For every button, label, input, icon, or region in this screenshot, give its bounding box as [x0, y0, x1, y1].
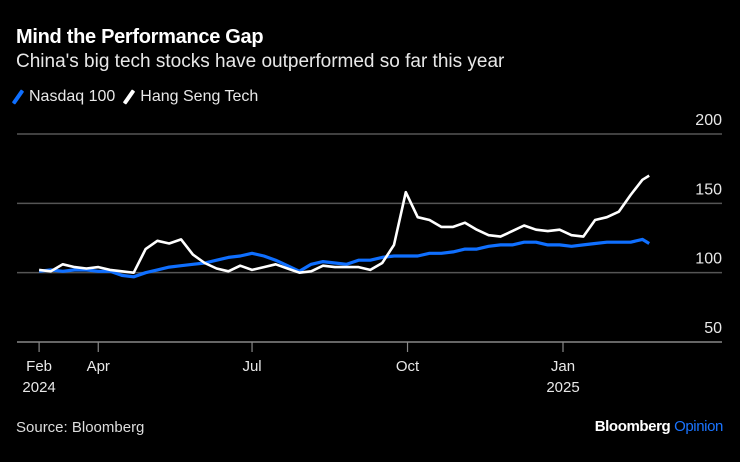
chart-title: Mind the Performance Gap: [16, 26, 264, 48]
legend-label: Nasdaq 100: [29, 88, 116, 105]
x-tick-label: Feb: [26, 358, 52, 375]
legend-item-nasdaq: Nasdaq 100: [11, 88, 116, 106]
x-tick-label: Apr: [87, 358, 110, 375]
series-line-hang-seng-tech: [38, 174, 650, 274]
brand-name: Bloomberg: [594, 418, 671, 435]
brand-logo: Bloomberg Opinion: [594, 418, 724, 435]
y-tick-label: 100: [695, 251, 722, 268]
legend: Nasdaq 100 Hang Seng Tech: [11, 88, 270, 106]
source-note: Source: Bloomberg: [16, 419, 145, 436]
x-tick-label: Oct: [396, 358, 420, 375]
y-tick-label: 50: [704, 320, 722, 337]
y-tick-label: 150: [695, 181, 722, 198]
x-tick-year-label: 2024: [22, 379, 55, 396]
x-tick-year-label: 2025: [546, 379, 579, 396]
series-line-nasdaq-100: [38, 237, 651, 279]
chart-subtitle: China's big tech stocks have outperforme…: [16, 51, 505, 72]
legend-label: Hang Seng Tech: [140, 88, 259, 105]
brand-accent: Opinion: [674, 418, 723, 435]
y-tick-label: 200: [695, 112, 722, 129]
x-tick-label: Jan: [551, 358, 575, 375]
x-tick-label: Jul: [242, 358, 261, 375]
legend-item-hang-seng: Hang Seng Tech: [123, 88, 259, 106]
